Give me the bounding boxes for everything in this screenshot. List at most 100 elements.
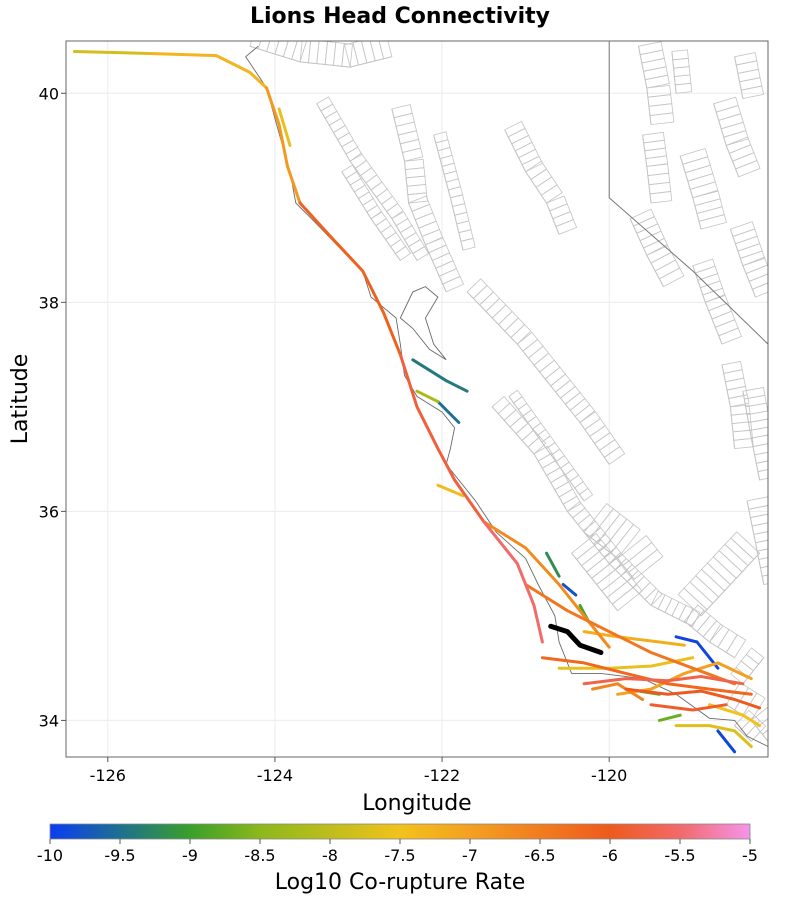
rupture-segment <box>436 400 461 424</box>
fault-section <box>407 192 428 204</box>
fault-section <box>696 206 725 222</box>
fault-section <box>428 244 451 262</box>
fault-section <box>674 82 693 94</box>
fault-section <box>569 474 584 489</box>
fault-trace <box>504 129 560 235</box>
fault-trace <box>316 103 418 261</box>
fault-section <box>431 252 454 269</box>
fault-section <box>713 96 739 113</box>
fault-section <box>702 287 726 303</box>
fault-section <box>740 85 764 99</box>
fault-trace <box>729 228 756 298</box>
fault-trace <box>638 46 652 125</box>
fault-section <box>552 211 574 228</box>
fault-section <box>560 461 575 476</box>
rupture-segment <box>716 729 737 754</box>
fault-trace <box>713 103 740 178</box>
fault-trace <box>684 620 735 659</box>
colorbar-ticks: -10 -9.5 -9 -8.5 -8 -7.5 -7 -6.5 -6 -5.5 -5 <box>37 839 758 865</box>
x-axis-label: Longitude <box>362 791 471 816</box>
fault-section <box>735 159 761 178</box>
fault-section <box>513 396 528 411</box>
background-fault <box>583 502 664 580</box>
fault-section <box>629 208 655 227</box>
background-fault <box>679 148 727 230</box>
colorbar-tick-label: -6.5 <box>524 846 555 865</box>
colorbar-tick-label: -10 <box>37 846 63 865</box>
y-tick-label: 38 <box>39 293 59 312</box>
fault-section <box>266 41 280 55</box>
fault-trace <box>466 291 610 465</box>
fault-section <box>745 264 768 282</box>
fault-section <box>576 539 607 567</box>
rupture-segment <box>436 483 465 498</box>
rupture-segment <box>72 50 152 55</box>
fault-section <box>517 402 533 417</box>
rupture-lines <box>72 50 762 754</box>
fault-section <box>692 258 716 274</box>
fault-section <box>695 568 726 598</box>
background-fault <box>433 131 476 251</box>
fault-section <box>360 41 376 64</box>
fault-section <box>698 214 727 230</box>
fault-section <box>549 203 571 220</box>
rupture-segment <box>674 635 699 644</box>
rupture-segment <box>582 675 745 686</box>
fault-section <box>622 541 658 573</box>
colorbar-tick-label: -5 <box>742 846 758 865</box>
fault-section <box>711 310 736 328</box>
rupture-segment <box>298 201 402 357</box>
fault-section <box>442 275 465 293</box>
fault-trace <box>341 171 401 261</box>
rupture-segment <box>591 682 645 701</box>
fault-section <box>757 469 768 481</box>
fault-section <box>718 543 749 573</box>
fault-section <box>504 120 526 138</box>
fault-section <box>332 42 345 67</box>
fault-section <box>761 574 768 585</box>
rupture-segment <box>649 703 728 712</box>
fault-section <box>658 267 685 288</box>
map-title: Lions Head Connectivity <box>250 4 550 29</box>
fault-section <box>574 481 589 495</box>
fault-trace <box>742 391 761 481</box>
fault-section <box>257 41 271 53</box>
fault-section <box>720 121 747 138</box>
fault-section <box>654 259 681 280</box>
fault-section <box>733 437 754 450</box>
fault-trace <box>742 657 765 685</box>
fault-section <box>435 260 458 277</box>
fault-section <box>748 273 768 290</box>
fault-section <box>555 455 570 469</box>
fault-section <box>507 127 530 145</box>
fault-trace <box>721 364 736 449</box>
fault-trace <box>700 552 760 617</box>
fault-section <box>511 134 533 152</box>
fault-trace <box>671 51 677 94</box>
fault-trace <box>679 155 702 230</box>
fault-section <box>274 41 289 58</box>
fault-section <box>649 112 675 126</box>
plot-frame <box>65 40 769 758</box>
fault-section <box>760 565 768 577</box>
rupture-segment <box>561 583 578 597</box>
colorbar-tick-label: -5.5 <box>664 846 695 865</box>
fault-section <box>414 212 437 229</box>
background-fault <box>638 41 675 126</box>
rupture-segment <box>482 520 544 644</box>
fault-trace <box>629 218 664 287</box>
fault-section <box>632 215 659 234</box>
fault-section <box>694 198 723 214</box>
rupture-segment <box>545 551 561 578</box>
rupture-segment <box>415 389 440 404</box>
fault-section <box>394 245 412 262</box>
fault-section <box>718 327 743 345</box>
fault-section <box>647 94 673 107</box>
fault-section <box>724 537 755 567</box>
fault-section <box>606 577 638 605</box>
fault-section <box>687 173 716 190</box>
y-axis-label: Latitude <box>8 354 33 445</box>
fault-section <box>601 570 633 599</box>
background-fault <box>683 604 747 659</box>
background-fault <box>341 164 412 262</box>
